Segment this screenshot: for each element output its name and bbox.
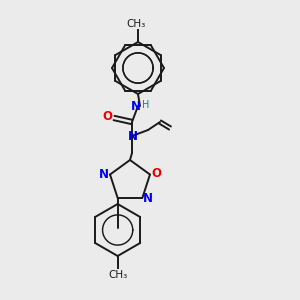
Text: CH₃: CH₃ [126,19,146,29]
Text: O: O [102,110,112,124]
Text: N: N [128,130,138,143]
Text: N: N [99,168,109,181]
Text: H: H [142,100,150,110]
Text: CH₃: CH₃ [108,270,127,280]
Text: O: O [151,167,161,180]
Text: N: N [143,193,153,206]
Text: N: N [131,100,141,113]
